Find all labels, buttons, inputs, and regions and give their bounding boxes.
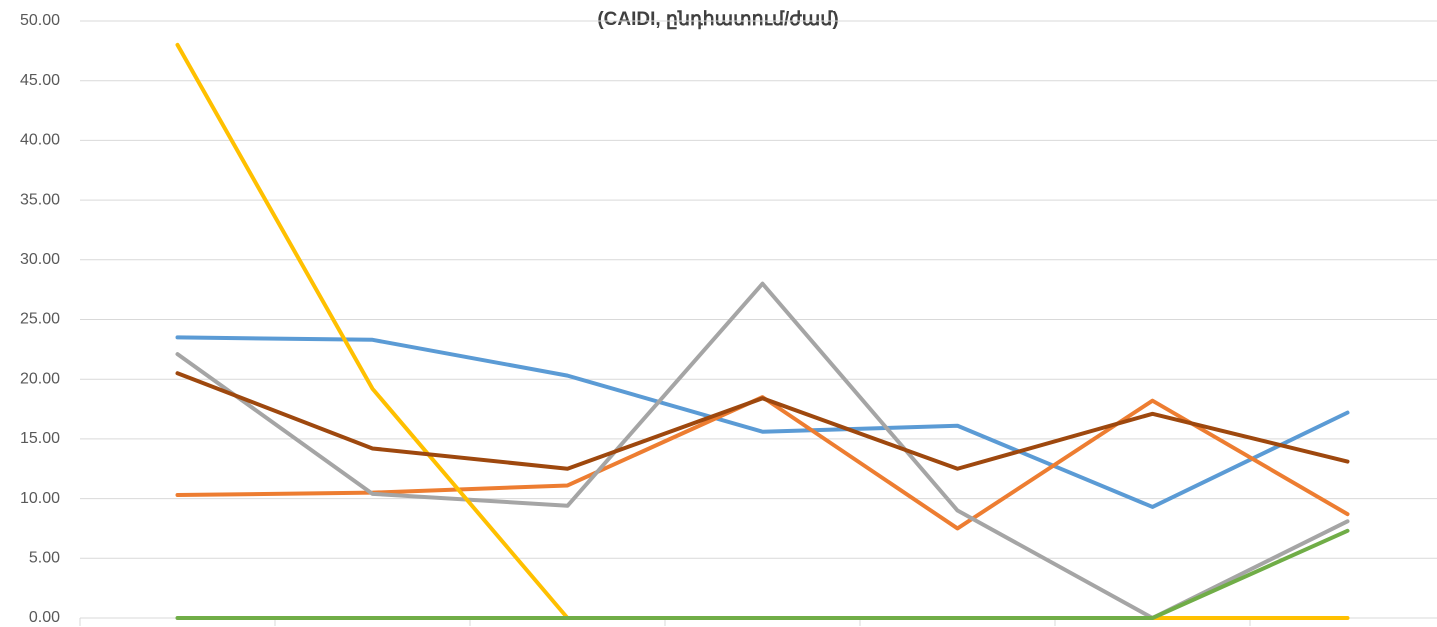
series-line bbox=[175, 528, 1350, 620]
y-tick-label: 5.00 bbox=[29, 550, 60, 567]
y-tick-label: 30.00 bbox=[20, 251, 60, 268]
y-tick-label: 20.00 bbox=[20, 370, 60, 387]
y-tick-label: 40.00 bbox=[20, 132, 60, 149]
series-line bbox=[175, 371, 1350, 471]
y-tick-label: 35.00 bbox=[20, 191, 60, 208]
y-tick-label: 15.00 bbox=[20, 430, 60, 447]
series-line bbox=[175, 42, 1350, 620]
chart-title: (CAIDI, ընդհատում/ժամ) bbox=[597, 9, 838, 30]
series-line bbox=[175, 335, 1350, 509]
y-tick-label: 50.00 bbox=[20, 12, 60, 29]
y-tick-label: 10.00 bbox=[20, 490, 60, 507]
series-line bbox=[175, 281, 1350, 620]
y-tick-label: 45.00 bbox=[20, 72, 60, 89]
y-tick-label: 0.00 bbox=[29, 609, 60, 626]
y-tick-label: 25.00 bbox=[20, 311, 60, 328]
